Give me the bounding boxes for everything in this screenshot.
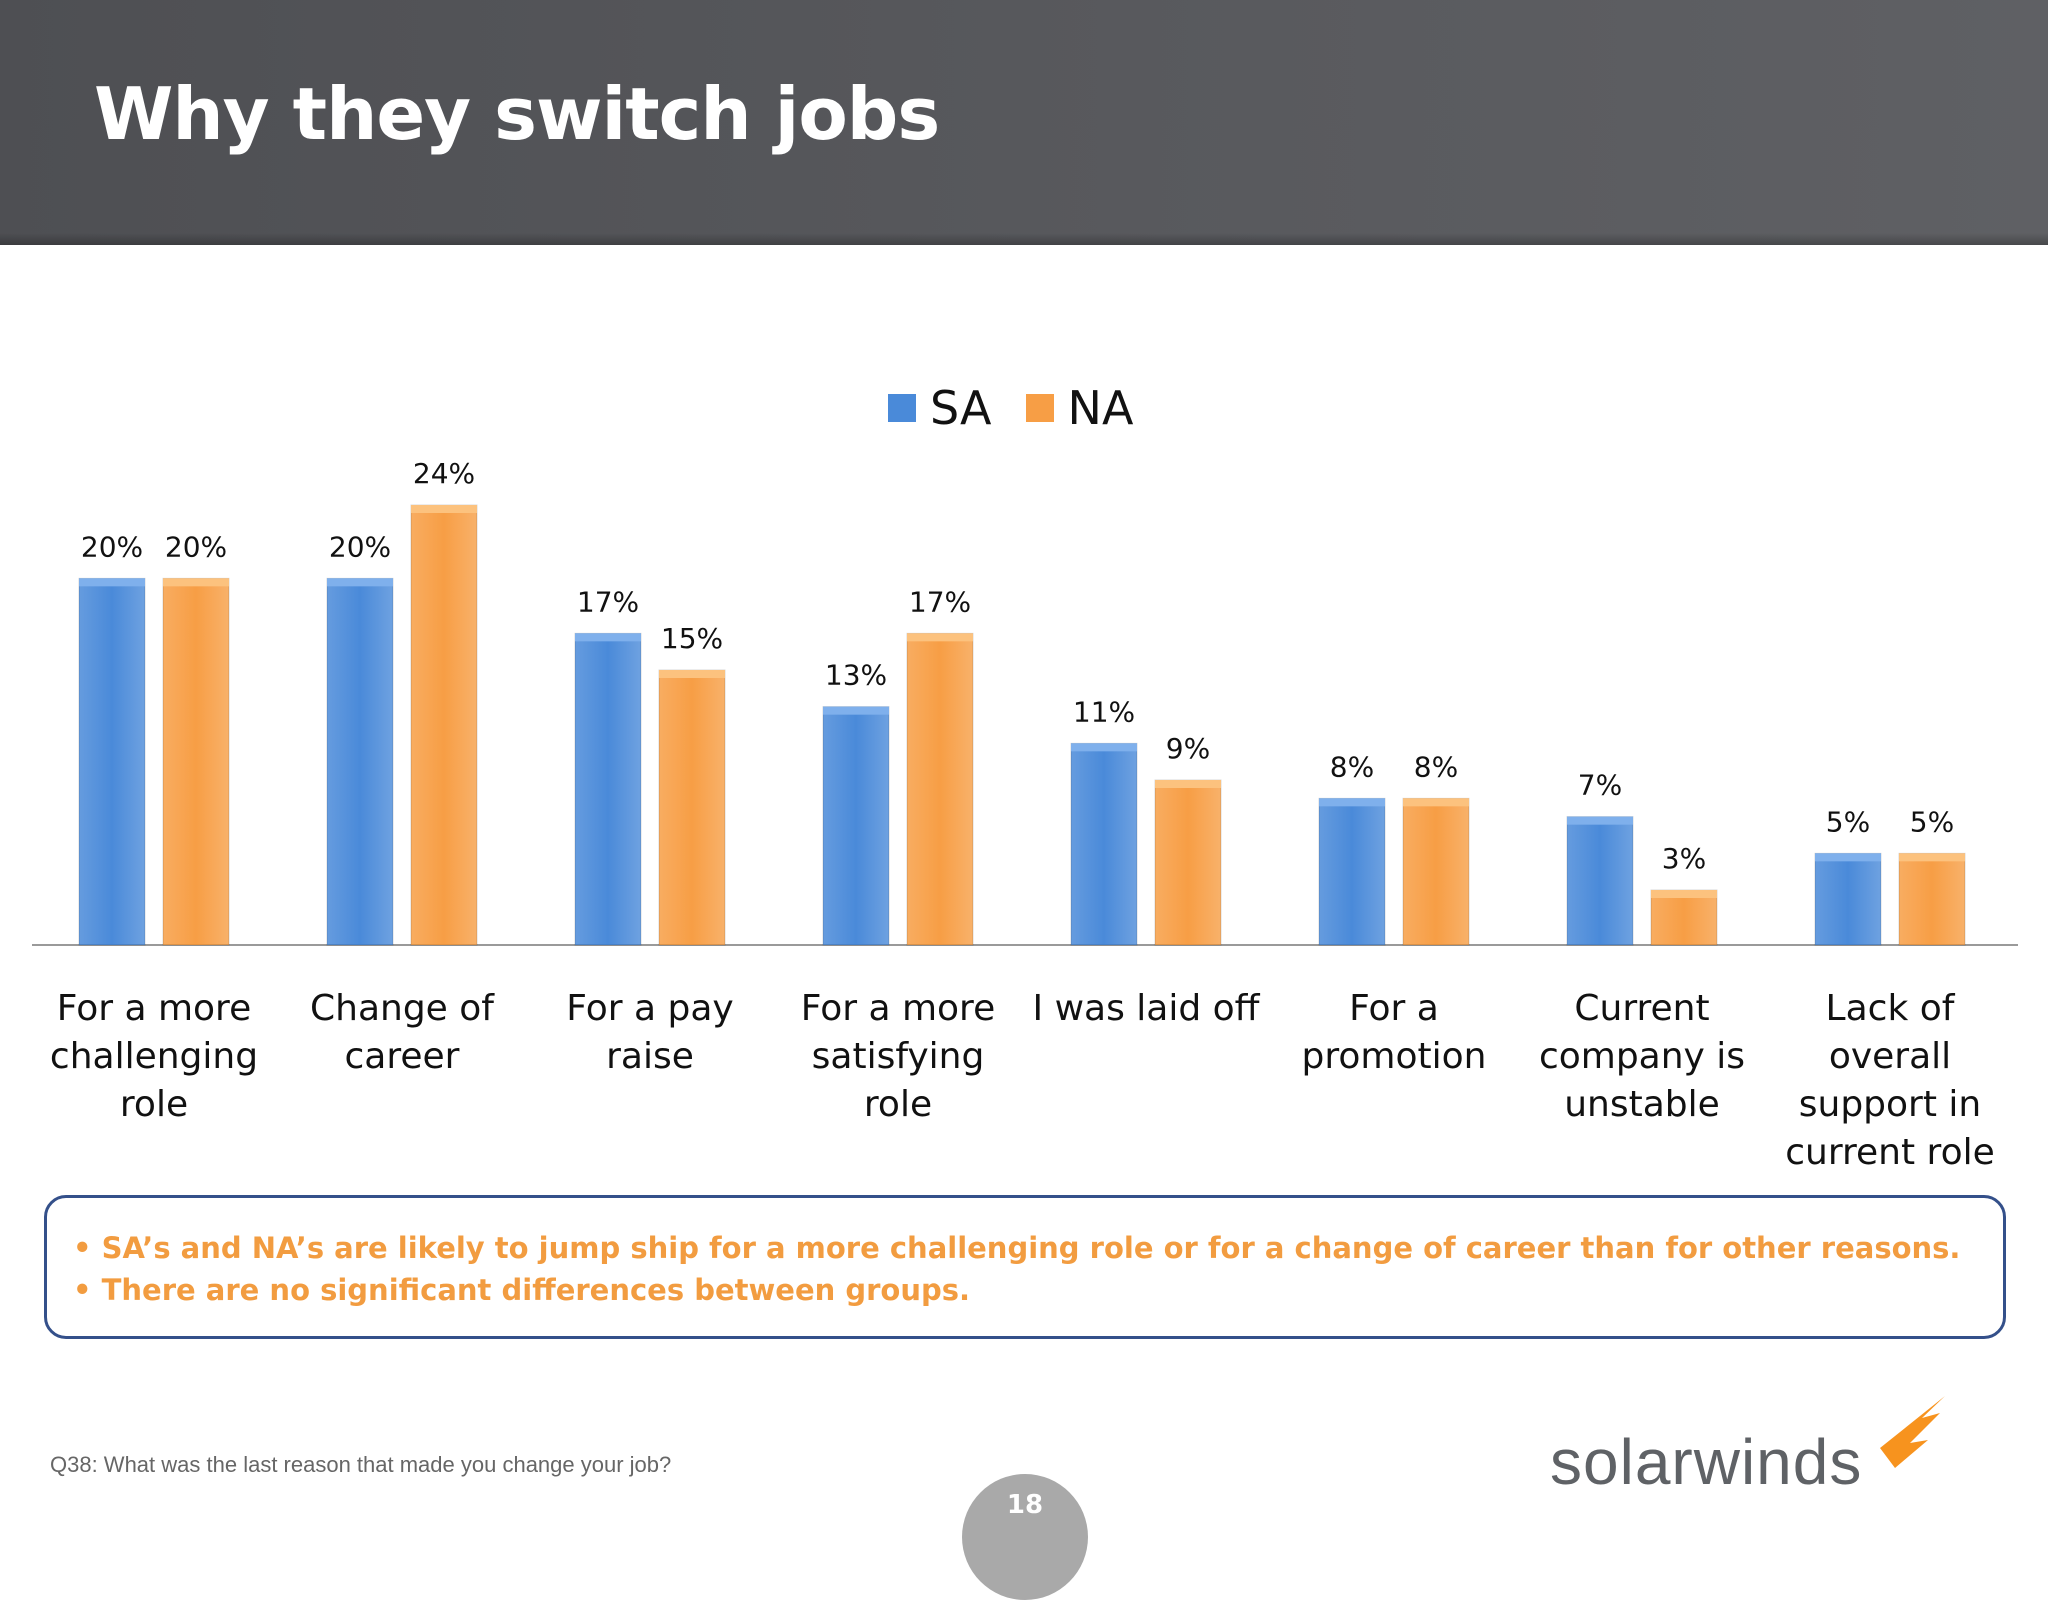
bar-top-na-4 (907, 633, 973, 642)
bar-top-sa-8 (1815, 853, 1881, 862)
bar-sa-6 (1318, 797, 1386, 946)
bar-top-sa-7 (1567, 816, 1633, 825)
bar-top-sa-3 (575, 633, 641, 642)
category-label-3: For a pay raise (525, 985, 775, 1081)
category-label-4: For a more satisfying role (773, 985, 1023, 1129)
value-label-na-1: 20% (165, 530, 227, 563)
value-label-sa-7: 7% (1578, 769, 1622, 802)
value-label-sa-3: 17% (577, 585, 639, 618)
bar-top-na-7 (1651, 890, 1717, 898)
value-label-na-8: 5% (1910, 805, 1954, 838)
category-label-line: For a pay raise (566, 988, 734, 1077)
value-label-sa-8: 5% (1826, 805, 1870, 838)
category-label-line: role (119, 1084, 189, 1125)
value-label-sa-6: 8% (1330, 750, 1374, 783)
bar-na-7 (1650, 889, 1718, 946)
category-label-line: satisfying role (811, 1036, 985, 1125)
bar-top-na-1 (163, 578, 229, 587)
bar-sa-3 (574, 632, 642, 946)
bar-sa-4 (822, 706, 890, 946)
banner-shadow (0, 233, 2048, 245)
category-label-2: Change of career (277, 985, 527, 1081)
bar-na-1 (162, 577, 230, 946)
bar-na-2 (410, 504, 478, 946)
bar-top-na-3 (659, 670, 725, 678)
bar-na-6 (1402, 797, 1470, 946)
legend-label-na: NA (1067, 381, 1134, 435)
legend-swatch-na (1025, 394, 1054, 422)
category-label-8: Lack of overall support in current role (1765, 985, 2015, 1177)
logo-flame-icon (1880, 1396, 1945, 1468)
bar-chart: 20% 20% 20% 24% 17% 15% 13% 17% 11% 9% 8% 8% 7% 3% 5% 5… (32, 457, 2018, 946)
slide-title: Why they switch jobs (94, 72, 940, 156)
value-label-na-6: 8% (1414, 750, 1458, 783)
bar-na-3 (658, 669, 726, 946)
key-findings-box: • SA’s and NA’s are likely to jump ship … (44, 1195, 2006, 1339)
chart-legend: SA NA (888, 378, 1167, 438)
value-label-na-5: 9% (1166, 732, 1210, 765)
legend-item-na: NA (1025, 381, 1134, 435)
bar-top-na-2 (411, 505, 477, 513)
value-label-na-3: 15% (661, 622, 723, 655)
value-label-na-7: 3% (1662, 842, 1706, 875)
value-label-na-4: 17% (909, 585, 971, 618)
bar-top-sa-5 (1071, 743, 1137, 752)
bar-na-5 (1154, 779, 1222, 946)
category-label-line: career (344, 1036, 460, 1077)
category-label-line: company is (1538, 1036, 1746, 1077)
category-label-line: Change of (310, 988, 494, 1029)
value-label-sa-4: 13% (825, 659, 887, 692)
finding-1: • SA’s and NA’s are likely to jump ship … (73, 1231, 1961, 1265)
category-label-line: support in (1798, 1084, 1982, 1125)
bar-na-8 (1898, 852, 1966, 946)
logo-text: solarwinds (1550, 1426, 1863, 1498)
category-label-line: Lack of overall (1825, 988, 1955, 1077)
page-number: 18 (1006, 1490, 1044, 1520)
bar-sa-2 (326, 577, 394, 946)
bar-top-sa-4 (823, 706, 889, 715)
question-footnote: Q38: What was the last reason that made … (50, 1452, 672, 1477)
bar-sa-5 (1070, 742, 1138, 946)
bar-sa-1 (78, 577, 146, 946)
bar-top-na-5 (1155, 780, 1221, 788)
legend-item-sa: SA (888, 381, 992, 435)
category-label-line: promotion (1301, 1036, 1487, 1077)
legend-swatch-sa (888, 394, 916, 422)
value-label-na-2: 24% (413, 457, 475, 490)
value-label-sa-1: 20% (81, 530, 143, 563)
bar-top-na-8 (1899, 853, 1965, 862)
finding-2: • There are no significant differences b… (73, 1273, 971, 1307)
category-label-5: I was laid off (1021, 985, 1271, 1033)
bar-na-4 (906, 632, 974, 946)
solarwinds-logo (1880, 1396, 1945, 1468)
category-label-line: I was laid off (1032, 988, 1260, 1029)
category-label-line: current role (1785, 1132, 1995, 1173)
category-label-7: Current company is unstable (1517, 985, 1767, 1129)
category-label-line: Current (1574, 988, 1710, 1029)
bar-sa-8 (1814, 852, 1882, 946)
bar-top-na-6 (1403, 798, 1469, 807)
category-label-line: For a (1349, 988, 1439, 1029)
value-label-sa-2: 20% (329, 530, 391, 563)
category-label-6: For a promotion (1269, 985, 1519, 1081)
category-label-line: unstable (1564, 1084, 1720, 1125)
value-label-sa-5: 11% (1073, 695, 1135, 728)
category-label-1: For a more challenging role (29, 985, 279, 1129)
category-label-line: challenging (49, 1036, 259, 1077)
category-label-line: For a more (800, 988, 996, 1029)
bar-top-sa-6 (1319, 798, 1385, 807)
legend-label-sa: SA (930, 381, 992, 435)
bar-sa-7 (1566, 816, 1634, 946)
bar-top-sa-2 (327, 578, 393, 587)
category-label-line: For a more (56, 988, 252, 1029)
bar-top-sa-1 (79, 578, 145, 587)
title-banner: Why they switch jobs (0, 0, 2048, 245)
